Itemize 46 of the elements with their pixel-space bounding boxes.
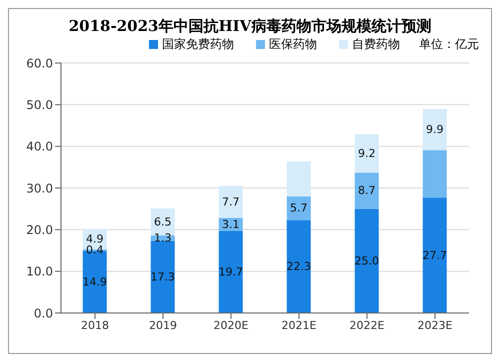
data-label: 9.2	[358, 146, 376, 160]
bar	[150, 240, 175, 313]
x-tick-label: 2018	[81, 318, 109, 332]
data-label: 25.0	[354, 254, 380, 268]
y-tick-label: 0.0	[34, 306, 53, 320]
y-tick-label: 40.0	[26, 140, 53, 154]
x-tick-label: 2022E	[350, 318, 385, 332]
data-label: 3.1	[222, 218, 240, 231]
x-tick-label: 2021E	[282, 318, 317, 332]
y-tick-label: 10.0	[26, 264, 53, 279]
data-label: 19.7	[218, 265, 244, 278]
data-label: 9.9	[426, 122, 444, 136]
x-tick-label: 2023E	[418, 318, 453, 332]
legend-label: 国家免费药物	[161, 36, 234, 53]
data-label: 0.4	[86, 244, 104, 257]
x-tick-label: 2020E	[214, 318, 249, 332]
data-label: 22.3	[286, 260, 312, 274]
bar	[286, 220, 311, 313]
bar	[218, 186, 243, 218]
legend-label: 自费药物	[351, 36, 400, 53]
bar	[422, 150, 447, 198]
y-tick-label: 60.0	[26, 56, 53, 70]
data-label: 6.5	[154, 215, 172, 228]
data-label: 7.7	[222, 195, 240, 208]
data-label: 8.7	[358, 184, 376, 198]
data-label: 1.3	[154, 232, 172, 245]
y-tick-label: 30.0	[26, 181, 53, 196]
bar	[422, 108, 447, 150]
data-label: 5.7	[290, 202, 308, 215]
chart-title: 2018-2023年中国抗HIV病毒药物市场规模统计预测	[68, 17, 432, 36]
data-label: 4.9	[86, 232, 104, 246]
bar	[422, 198, 447, 313]
bar	[354, 208, 379, 313]
bar	[354, 134, 379, 173]
legend-label: 医保药物	[268, 36, 317, 53]
data-label: 14.9	[82, 275, 108, 288]
bar	[286, 196, 311, 220]
data-label: 17.3	[150, 270, 176, 284]
x-tick-label: 2019	[149, 318, 177, 332]
y-tick-label: 50.0	[26, 98, 53, 112]
bar	[354, 172, 379, 209]
text: 单位：亿元	[419, 36, 479, 53]
bar	[218, 230, 243, 313]
bar	[286, 161, 311, 196]
y-tick-label: 20.0	[26, 222, 53, 237]
data-label: 27.7	[422, 248, 448, 262]
